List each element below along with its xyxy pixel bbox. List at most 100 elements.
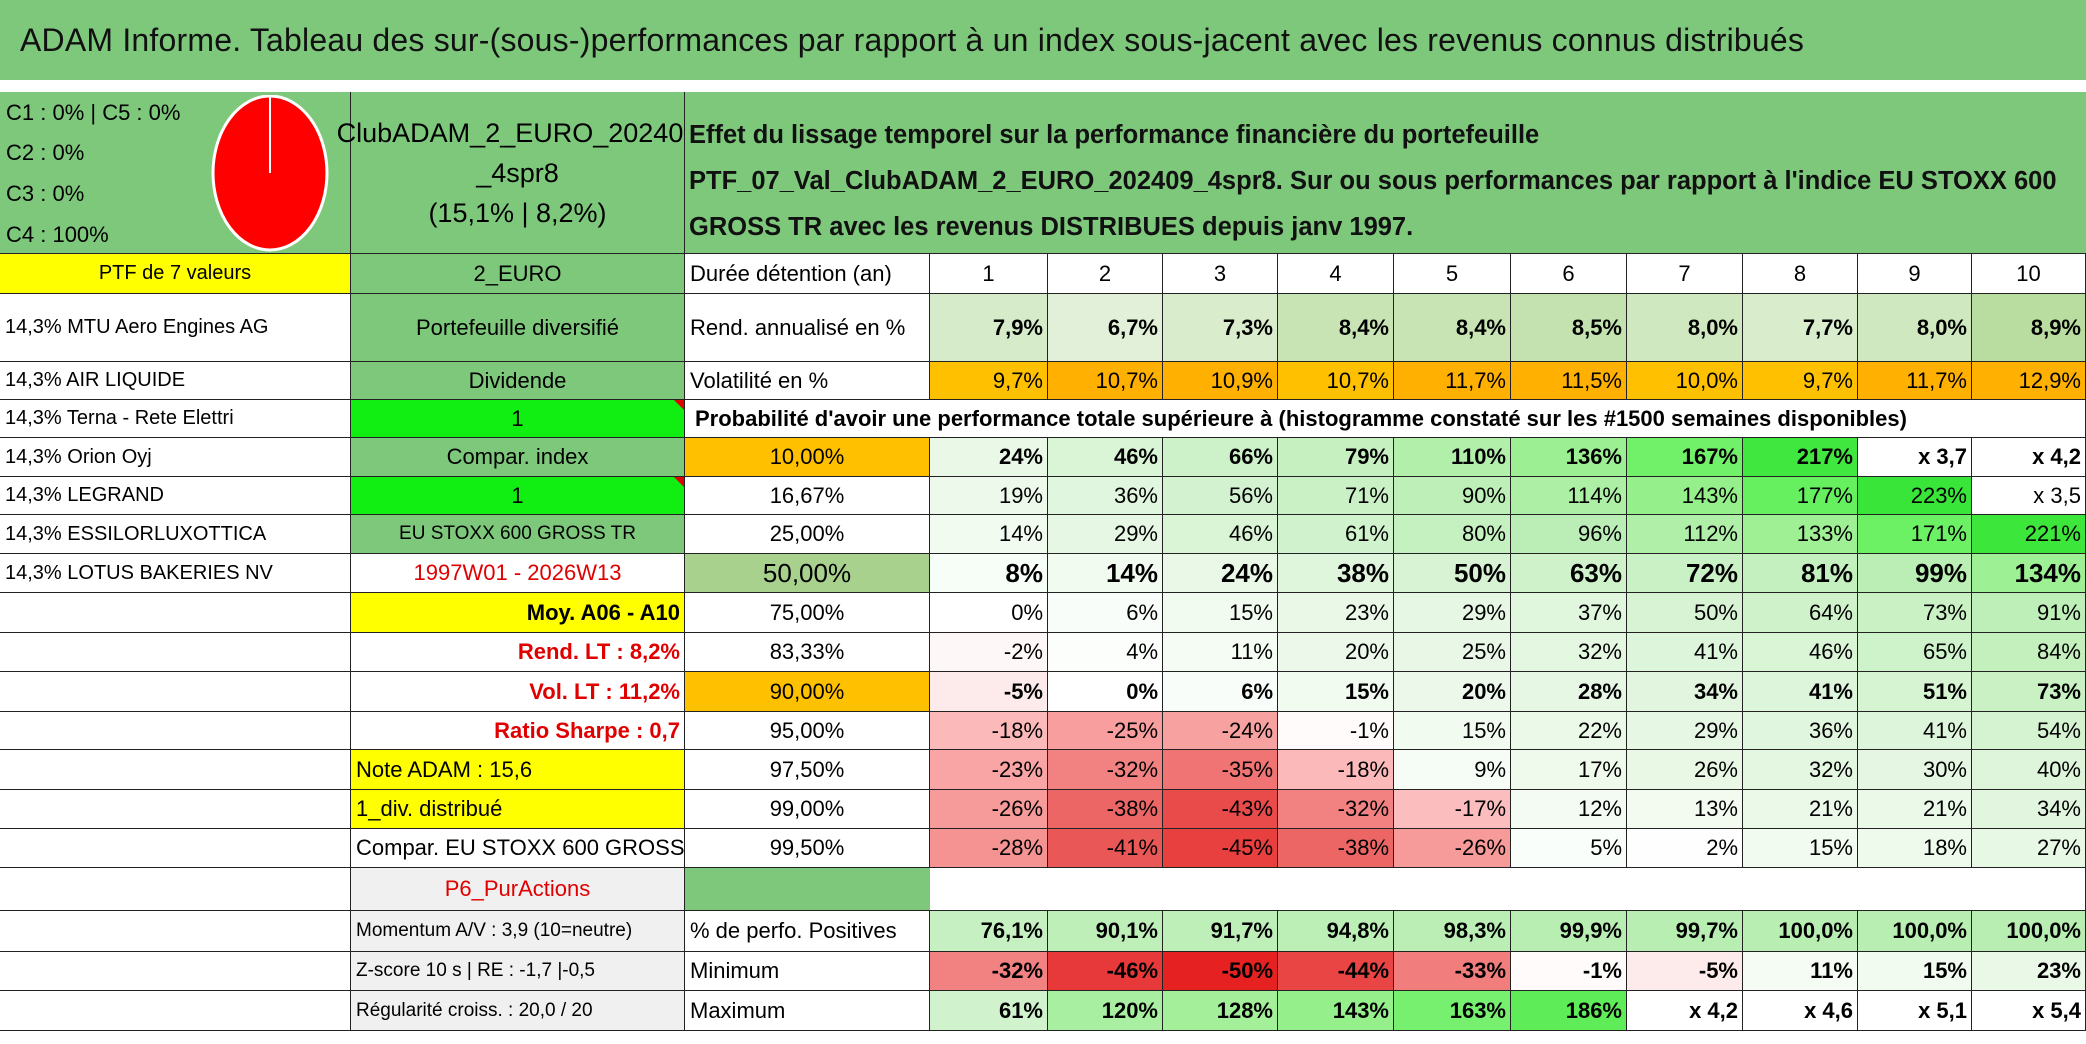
value-cell: -5%: [1627, 952, 1743, 991]
value-cell: 8,5%: [1511, 294, 1627, 362]
holding-cell: [0, 633, 351, 672]
value-cell: x 4,2: [1972, 438, 2086, 477]
value-cell: x 3,7: [1858, 438, 1972, 477]
holding-cell: 14,3% LEGRAND: [0, 477, 351, 515]
holding-cell: [0, 868, 351, 911]
value-cell: 46%: [1048, 438, 1163, 477]
value-cell: -1%: [1278, 712, 1394, 750]
value-cell: 64%: [1743, 593, 1858, 633]
value-cell: 91,7%: [1163, 911, 1278, 952]
value-cell: 96%: [1511, 515, 1627, 554]
value-cell: 80%: [1394, 515, 1511, 554]
info-cell: Portefeuille diversifié: [351, 294, 685, 362]
value-cell: -43%: [1163, 790, 1278, 829]
portfolio-name-line-2: _4spr8: [476, 157, 559, 188]
holding-period-header: 5: [1394, 254, 1511, 294]
value-cell: 61%: [930, 991, 1048, 1031]
value-cell: 9,7%: [930, 362, 1048, 400]
value-cell: 11,7%: [1394, 362, 1511, 400]
value-cell: 46%: [1743, 633, 1858, 672]
value-cell: 8,4%: [1394, 294, 1511, 362]
metric-label-cell: 90,00%: [685, 672, 930, 712]
info-cell: Compar. index: [351, 438, 685, 477]
value-cell: 10,7%: [1048, 362, 1163, 400]
value-cell: 30%: [1858, 750, 1972, 790]
value-cell: 143%: [1627, 477, 1743, 515]
value-cell: -24%: [1163, 712, 1278, 750]
value-cell: 186%: [1511, 991, 1627, 1031]
info-cell: 2_EURO: [351, 254, 685, 294]
value-cell: x 5,4: [1972, 991, 2086, 1031]
value-cell: 20%: [1278, 633, 1394, 672]
value-cell: 0%: [1048, 672, 1163, 712]
value-cell: 15%: [1394, 712, 1511, 750]
metric-label-cell: 95,00%: [685, 712, 930, 750]
holding-cell: PTF de 7 valeurs: [0, 254, 351, 294]
holding-period-header: 8: [1743, 254, 1858, 294]
value-cell: 217%: [1743, 438, 1858, 477]
value-cell: 22%: [1511, 712, 1627, 750]
value-cell: -26%: [930, 790, 1048, 829]
comment-marker[interactable]: [674, 477, 684, 487]
value-cell: -1%: [1511, 952, 1627, 991]
value-cell: 72%: [1627, 554, 1743, 593]
value-cell: 120%: [1048, 991, 1163, 1031]
value-cell: 25%: [1394, 633, 1511, 672]
info-cell: P6_PurActions: [351, 868, 685, 911]
value-cell: 29%: [1627, 712, 1743, 750]
value-cell: 10,9%: [1163, 362, 1278, 400]
metric-label-cell: Maximum: [685, 991, 930, 1031]
allocation-line-2: C2 : 0%: [6, 140, 85, 165]
holding-cell: [0, 672, 351, 712]
value-cell: 41%: [1627, 633, 1743, 672]
value-cell: -32%: [1048, 750, 1163, 790]
metric-label-cell: Rend. annualisé en %: [685, 294, 930, 362]
value-cell: 8,9%: [1972, 294, 2086, 362]
metric-label-cell: [685, 868, 930, 911]
value-cell: 7,7%: [1743, 294, 1858, 362]
value-cell: 2%: [1627, 829, 1743, 868]
value-cell: -32%: [1278, 790, 1394, 829]
metric-label-cell: Volatilité en %: [685, 362, 930, 400]
holding-cell: 14,3% LOTUS BAKERIES NV: [0, 554, 351, 593]
value-cell: 50%: [1394, 554, 1511, 593]
value-cell: 56%: [1163, 477, 1278, 515]
value-cell: 133%: [1743, 515, 1858, 554]
value-cell: 171%: [1858, 515, 1972, 554]
value-cell: 14%: [1048, 554, 1163, 593]
value-cell: 8%: [930, 554, 1048, 593]
value-cell: 7,3%: [1163, 294, 1278, 362]
value-cell: -32%: [930, 952, 1048, 991]
value-cell: 91%: [1972, 593, 2086, 633]
value-cell: -38%: [1278, 829, 1394, 868]
value-cell: -35%: [1163, 750, 1278, 790]
holding-cell: 14,3% Orion Oyj: [0, 438, 351, 477]
value-cell: 12%: [1511, 790, 1627, 829]
holding-cell: 14,3% MTU Aero Engines AG: [0, 294, 351, 362]
value-cell: 4%: [1048, 633, 1163, 672]
metric-label-cell: 97,50%: [685, 750, 930, 790]
value-cell: 61%: [1278, 515, 1394, 554]
value-cell: 134%: [1972, 554, 2086, 593]
value-cell: 136%: [1511, 438, 1627, 477]
value-cell: 9,7%: [1743, 362, 1858, 400]
value-cell: 76,1%: [930, 911, 1048, 952]
value-cell: 223%: [1858, 477, 1972, 515]
info-cell: Vol. LT : 11,2%: [351, 672, 685, 712]
value-cell: 36%: [1743, 712, 1858, 750]
value-cell: x 5,1: [1858, 991, 1972, 1031]
report-title: ADAM Informe. Tableau des sur-(sous-)per…: [0, 0, 2086, 80]
holding-period-header: 3: [1163, 254, 1278, 294]
metric-label-cell: Durée détention (an): [685, 254, 930, 294]
value-cell: 221%: [1972, 515, 2086, 554]
holding-cell: [0, 991, 351, 1031]
value-cell: 41%: [1743, 672, 1858, 712]
info-cell: Compar. EU STOXX 600 GROSS TR: [351, 829, 685, 868]
info-cell: 1: [351, 477, 685, 515]
value-cell: 73%: [1858, 593, 1972, 633]
value-cell: 99,9%: [1511, 911, 1627, 952]
value-cell: 20%: [1394, 672, 1511, 712]
holding-cell: [0, 952, 351, 991]
info-cell: EU STOXX 600 GROSS TR: [351, 515, 685, 554]
comment-marker[interactable]: [674, 400, 684, 410]
